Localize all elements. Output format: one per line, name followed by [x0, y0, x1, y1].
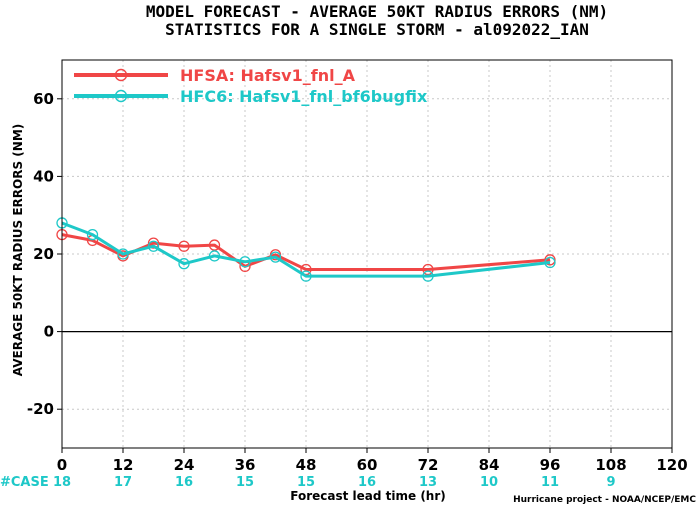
- legend: HFSA: Hafsv1_fnl_A HFC6: Hafsv1_fnl_bf6bu…: [74, 66, 428, 106]
- y-tick-label: 20: [33, 245, 54, 263]
- legend-marker: [114, 68, 128, 82]
- x-tick-label: 84: [479, 456, 500, 474]
- x-tick-label: 72: [418, 456, 439, 474]
- y-tick-label: 40: [33, 167, 54, 185]
- x-tick-label: 36: [235, 456, 256, 474]
- case-count: 11: [541, 475, 559, 490]
- chart-title: MODEL FORECAST - AVERAGE 50KT RADIUS ERR…: [146, 2, 608, 21]
- series-line-2: [61, 221, 551, 278]
- data-point: [422, 270, 434, 282]
- legend-label: HFSA: Hafsv1_fnl_A: [180, 66, 356, 85]
- case-count: 16: [358, 475, 376, 490]
- x-tick-label: 108: [595, 456, 626, 474]
- data-point: [86, 228, 99, 241]
- case-count: 16: [175, 475, 193, 490]
- y-axis-label: AVERAGE 50KT RADIUS ERRORS (NM): [11, 124, 25, 376]
- data-point: [178, 240, 190, 252]
- chart-subtitle: STATISTICS FOR A SINGLE STORM - al092022…: [165, 20, 589, 39]
- case-count: 9: [606, 475, 615, 490]
- case-count: 17: [114, 475, 132, 490]
- case-count: 10: [480, 475, 498, 490]
- x-tick-label: 120: [656, 456, 687, 474]
- x-tick-label: 48: [296, 456, 317, 474]
- data-point: [147, 237, 160, 249]
- x-tick-label: 24: [174, 456, 195, 474]
- series-line-1: [61, 233, 551, 271]
- y-tick-label: -20: [27, 400, 54, 418]
- y-axis: -20 0 20 40 60: [27, 90, 62, 418]
- data-point: [178, 258, 190, 270]
- data-point: [544, 256, 556, 269]
- series-group: [56, 217, 556, 282]
- x-tick-label: 96: [540, 456, 561, 474]
- legend-label: HFC6: Hafsv1_fnl_bf6bugfix: [180, 87, 428, 106]
- case-count: 15: [236, 475, 254, 490]
- data-point: [239, 256, 251, 268]
- data-point: [544, 254, 556, 266]
- x-tick-label: 0: [57, 456, 67, 474]
- credit-text: Hurricane project - NOAA/NCEP/EMC: [513, 495, 696, 505]
- grid: [62, 60, 672, 448]
- data-point: [269, 251, 282, 263]
- case-count: 18: [53, 475, 71, 490]
- case-count: 13: [419, 475, 437, 490]
- data-point: [300, 270, 312, 282]
- data-point: [422, 263, 434, 276]
- data-point: [208, 250, 221, 262]
- y-tick-label: 0: [44, 323, 54, 341]
- case-count: 15: [297, 475, 315, 490]
- cases-row: 18 17 16 15 15 16 13 10 11 9: [53, 475, 616, 490]
- x-axis: 0 12 24 36 48 60 72 84 96 108 120: [57, 448, 688, 474]
- x-axis-label: Forecast lead time (hr): [290, 489, 446, 503]
- data-point: [147, 240, 160, 252]
- cases-label: #CASE: [0, 475, 49, 490]
- x-tick-label: 60: [357, 456, 378, 474]
- data-point: [208, 239, 221, 251]
- data-point: [117, 248, 129, 260]
- y-tick-label: 60: [33, 90, 54, 108]
- x-tick-label: 12: [113, 456, 134, 474]
- legend-marker: [114, 89, 128, 103]
